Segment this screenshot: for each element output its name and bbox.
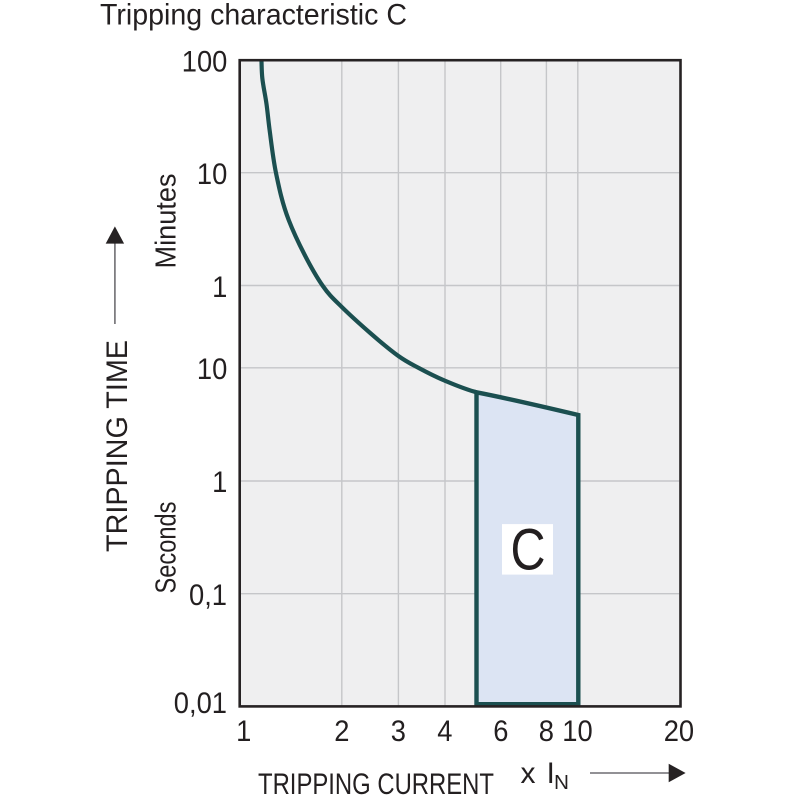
svg-text:1: 1 — [212, 466, 227, 499]
svg-text:Seconds: Seconds — [150, 502, 182, 594]
svg-text:C: C — [511, 518, 546, 583]
svg-text:2: 2 — [334, 715, 349, 748]
svg-text:10: 10 — [562, 715, 592, 748]
svg-text:100: 100 — [182, 46, 228, 79]
svg-text:Minutes: Minutes — [150, 173, 182, 268]
svg-text:0,01: 0,01 — [174, 687, 227, 720]
svg-text:8: 8 — [539, 715, 554, 748]
svg-text:I: I — [547, 757, 555, 790]
svg-text:10: 10 — [197, 158, 227, 191]
svg-text:10: 10 — [197, 353, 227, 386]
svg-text:3: 3 — [391, 715, 406, 748]
svg-text:20: 20 — [664, 715, 694, 748]
svg-text:1: 1 — [212, 271, 227, 304]
svg-text:0,1: 0,1 — [189, 579, 227, 612]
svg-text:6: 6 — [493, 715, 508, 748]
svg-text:TRIPPING CURRENT: TRIPPING CURRENT — [258, 768, 494, 800]
svg-text:N: N — [554, 772, 569, 794]
svg-text:4: 4 — [437, 715, 452, 748]
svg-text:Tripping characteristic C: Tripping characteristic C — [100, 0, 407, 32]
svg-text:TRIPPING TIME: TRIPPING TIME — [101, 340, 134, 552]
svg-text:x: x — [521, 757, 536, 790]
svg-text:1: 1 — [236, 715, 251, 748]
